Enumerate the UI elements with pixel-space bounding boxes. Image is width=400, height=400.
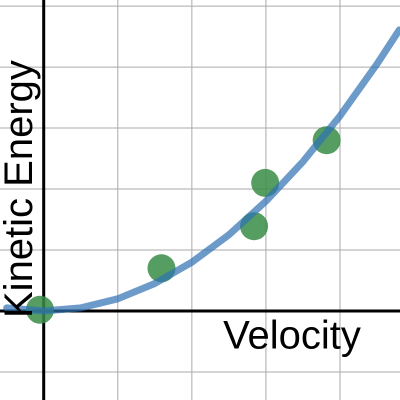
data-point [312,126,341,155]
curve [3,26,400,315]
y-axis-label: Kinetic Energy [0,60,41,318]
x-axis-label: Velocity [223,314,361,358]
marks [3,26,400,324]
